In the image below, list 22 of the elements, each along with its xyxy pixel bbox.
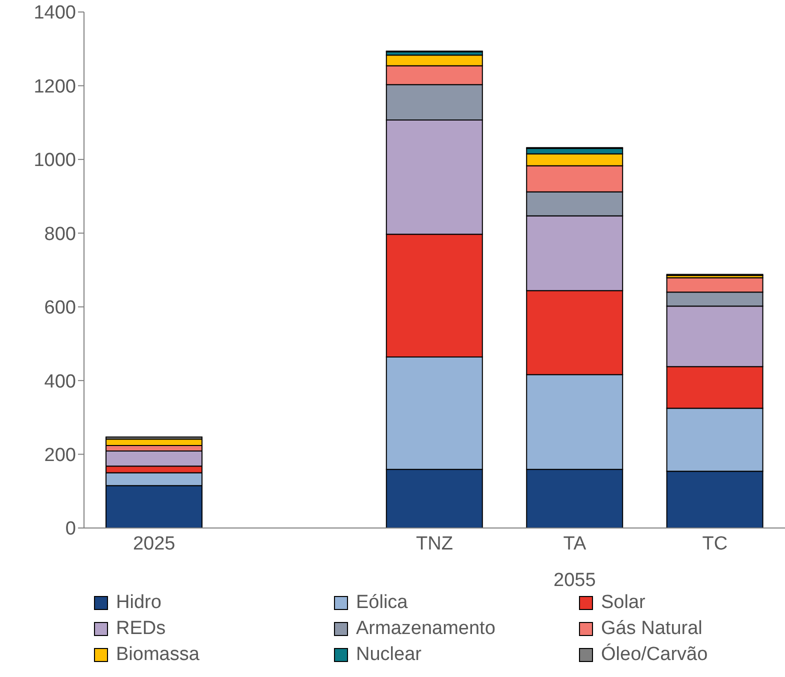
x-axis-title: 2055	[554, 570, 596, 591]
legend-label: Biomassa	[116, 643, 200, 667]
legend-label: Óleo/Carvão	[601, 642, 708, 667]
legend-label: Solar	[601, 591, 646, 615]
y-tick-label: 600	[44, 298, 76, 319]
legend-label: Nuclear	[356, 643, 422, 667]
x-tick-label: TNZ	[416, 533, 454, 554]
legend-label: Hidro	[116, 591, 162, 615]
legend-label: Armazenamento	[356, 617, 496, 641]
y-tick-label: 800	[44, 224, 76, 245]
x-tick-label: TA	[563, 533, 586, 554]
legend-label: REDs	[116, 617, 166, 641]
x-tick-label: TC	[702, 533, 728, 554]
y-tick-label: 400	[44, 371, 76, 392]
y-tick-label: 0	[65, 518, 76, 540]
y-tick-label: 200	[44, 445, 76, 466]
y-tick-label: 1200	[34, 76, 76, 98]
x-tick-label: 2025	[132, 533, 176, 554]
y-tick-label: 1000	[34, 150, 76, 172]
legend-label: Gás Natural	[601, 617, 702, 641]
legend-label: Eólica	[356, 591, 408, 615]
y-tick-label: 1400	[34, 2, 76, 24]
